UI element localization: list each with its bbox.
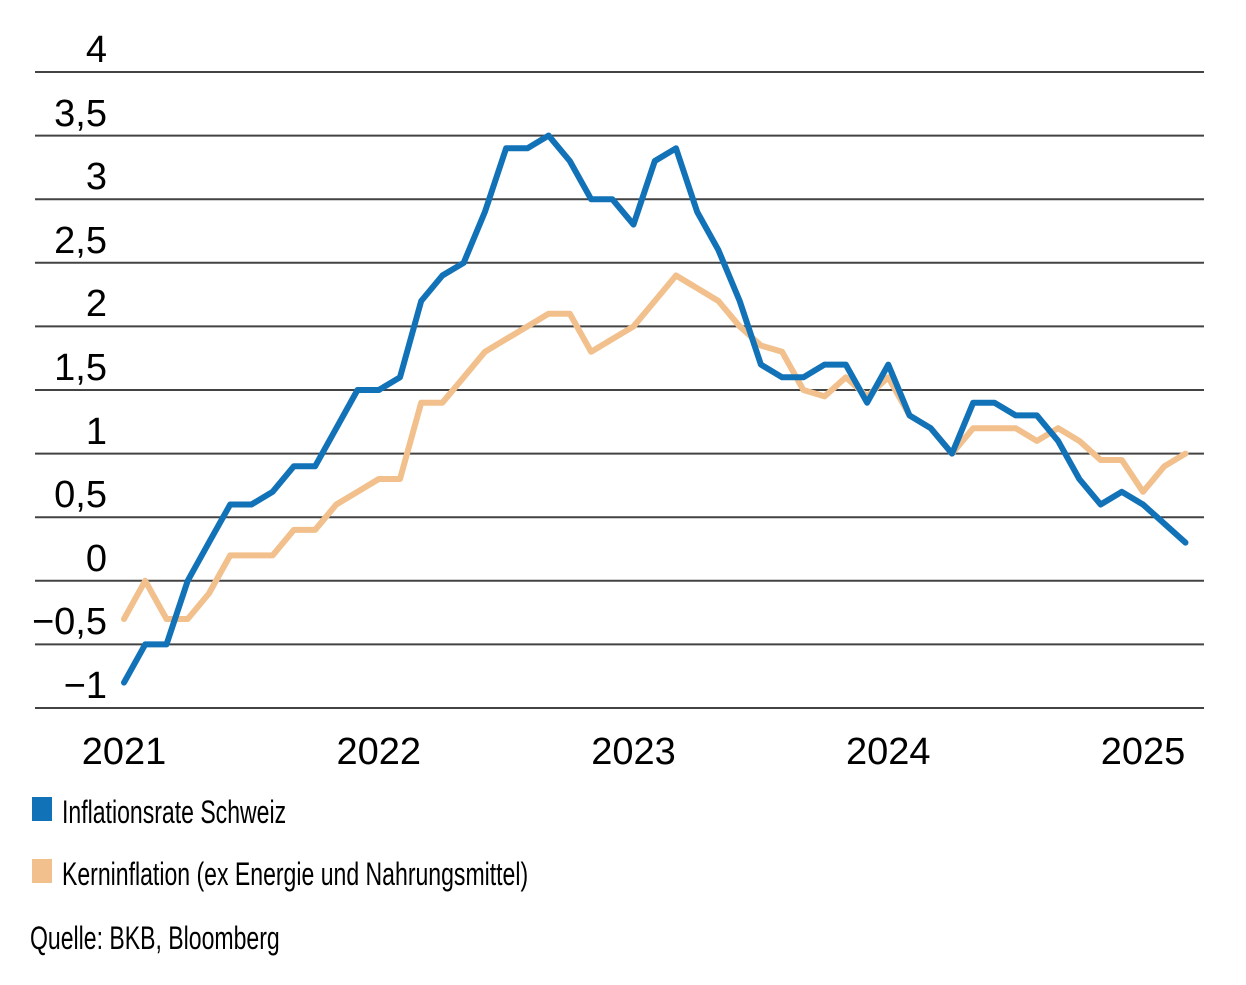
- y-tick-label: 3: [85, 156, 107, 199]
- y-tick-label: 1: [85, 410, 107, 453]
- legend-swatch-inflationsrate-icon: [32, 797, 52, 821]
- legend-label-kerninflation: Kerninflation (ex Energie und Nahrungsmi…: [62, 856, 529, 892]
- y-tick-label: 4: [85, 29, 107, 71]
- x-tick-label: 2021: [81, 731, 167, 773]
- y-tick-label: −0,5: [31, 601, 107, 644]
- y-tick-label: −1: [63, 665, 107, 707]
- x-tick-label: 2022: [336, 731, 422, 773]
- y-tick-label: 2,5: [54, 219, 107, 262]
- x-tick-label: 2023: [591, 731, 676, 773]
- y-tick-label: 1,5: [54, 347, 107, 389]
- x-tick-label: 2024: [845, 731, 931, 773]
- legend-label-inflationsrate: Inflationsrate Schweiz: [62, 794, 287, 830]
- series-line-inflationsrate: [121, 132, 1189, 686]
- source-note: Quelle: BKB, Bloomberg: [30, 920, 280, 956]
- y-tick-label: 2: [85, 283, 107, 326]
- y-tick-label: 3,5: [54, 92, 107, 135]
- series-line-kerninflation: [121, 272, 1189, 622]
- legend-swatch-kerninflation-icon: [32, 859, 52, 883]
- y-tick-label: 0: [85, 537, 107, 580]
- x-tick-label: 2025: [1100, 731, 1186, 773]
- y-tick-label: 0,5: [54, 474, 107, 517]
